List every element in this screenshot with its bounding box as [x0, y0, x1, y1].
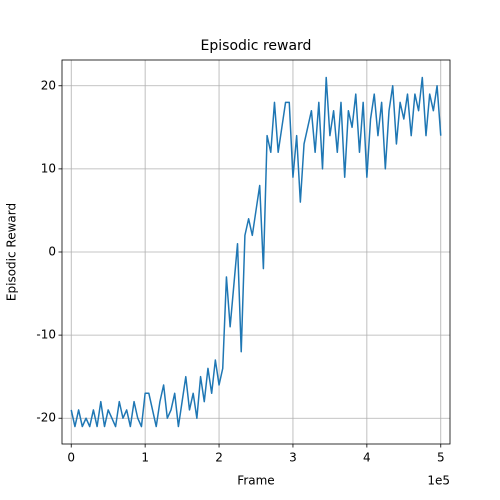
- x-tick-label: 2: [215, 451, 223, 465]
- chart-title: Episodic reward: [201, 38, 312, 54]
- plot-frame: [61, 59, 451, 445]
- y-tick-label: -20: [36, 411, 56, 425]
- y-tick-label: 0: [48, 245, 56, 259]
- y-tick-label: 20: [41, 78, 56, 92]
- y-tick-label: 10: [41, 161, 56, 175]
- x-tick-label: 5: [437, 451, 445, 465]
- data-line: [70, 76, 442, 428]
- x-tick-label: 1: [141, 451, 149, 465]
- x-tick-label: 0: [67, 451, 75, 465]
- x-tick-label: 3: [289, 451, 297, 465]
- y-tick-label: -10: [36, 328, 56, 342]
- x-axis-label: Frame: [237, 474, 274, 488]
- x-tick-label: 4: [363, 451, 371, 465]
- x-offset-label: 1e5: [427, 474, 450, 488]
- y-axis-label: Episodic Reward: [5, 203, 19, 301]
